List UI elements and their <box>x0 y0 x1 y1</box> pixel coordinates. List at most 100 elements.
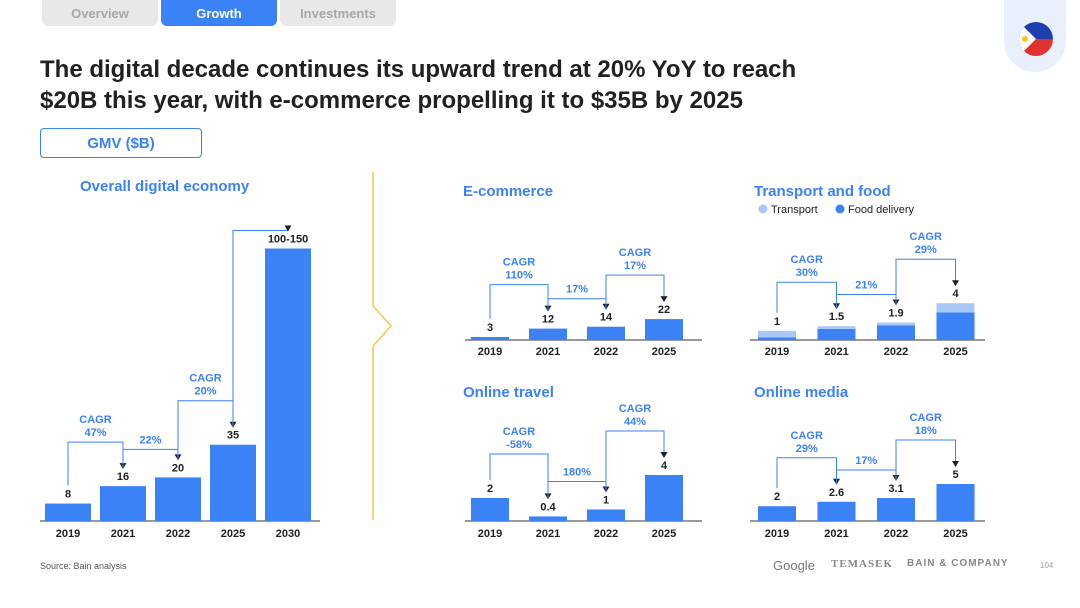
tick-label: 2025 <box>943 346 967 358</box>
tick-label: 2019 <box>478 528 502 540</box>
tab-investments[interactable]: Investments <box>280 0 396 26</box>
bar <box>645 475 683 521</box>
cagr-label: CAGR <box>189 373 221 385</box>
arrow-head <box>952 280 959 287</box>
bar-segment <box>817 328 856 340</box>
bar-segment <box>936 312 975 340</box>
tab-growth[interactable]: Growth <box>161 0 277 26</box>
source-note: Source: Bain analysis <box>40 561 127 571</box>
bar <box>529 516 567 521</box>
tick-label: 2021 <box>536 346 560 358</box>
chart-title: E-commerce <box>463 183 553 200</box>
bar <box>100 486 146 521</box>
data-label: 20 <box>172 462 184 474</box>
title-line-2: $20B this year, with e-commerce propelli… <box>40 87 743 114</box>
tick-label: 2019 <box>765 528 789 540</box>
cagr-label: -58% <box>506 439 532 451</box>
growth-arrow <box>489 453 549 499</box>
cagr-label: CAGR <box>619 403 651 415</box>
data-label: 3 <box>487 322 493 334</box>
page-number: 104 <box>1040 561 1054 570</box>
tab-overview[interactable]: Overview <box>42 0 158 26</box>
cagr-label: 20% <box>194 386 216 398</box>
cagr-label: CAGR <box>619 247 651 259</box>
arrow-head <box>660 452 668 458</box>
cagr-label: 18% <box>915 425 937 437</box>
tick-label: 2021 <box>824 346 848 358</box>
tick-label: 2022 <box>884 346 908 358</box>
bar <box>587 509 625 521</box>
cagr-label: 17% <box>566 284 588 296</box>
growth-arrow <box>836 469 897 484</box>
bar <box>471 498 509 521</box>
bar <box>758 506 796 521</box>
data-label: 2 <box>774 491 780 503</box>
bar-segment <box>877 322 915 326</box>
cagr-label: 180% <box>563 467 591 479</box>
tick-label: 2021 <box>824 528 848 540</box>
title-line-1: The digital decade continues its upward … <box>40 56 797 83</box>
arrow-head <box>284 225 292 232</box>
cagr-label: CAGR <box>910 412 942 424</box>
chart-title: Online media <box>754 384 849 401</box>
bar <box>877 498 915 521</box>
legend-label-transport: Transport <box>771 204 818 216</box>
bar-segment <box>877 325 915 340</box>
data-label: 14 <box>600 312 613 324</box>
growth-arrow <box>895 439 956 481</box>
bar <box>155 477 201 521</box>
chart-title: Transport and food <box>754 183 891 200</box>
bar <box>45 503 91 521</box>
growth-arrow <box>605 274 665 309</box>
bar <box>936 484 975 521</box>
growth-arrow <box>489 284 549 319</box>
data-label: 5 <box>952 469 958 481</box>
cagr-label: 17% <box>624 260 646 272</box>
legend-label-food-delivery: Food delivery <box>848 204 915 216</box>
page-title: The digital decade continues its upward … <box>40 54 900 116</box>
tick-label: 2019 <box>478 346 502 358</box>
bar <box>210 444 256 521</box>
data-label: 0.4 <box>540 501 556 513</box>
google-logo: Google <box>773 558 815 573</box>
data-label: 2.6 <box>829 487 844 499</box>
bar-segment <box>936 303 975 313</box>
data-label: 35 <box>227 430 239 442</box>
tick-label: 2030 <box>276 528 300 540</box>
tick-label: 2025 <box>221 528 245 540</box>
data-label: 1 <box>603 495 609 507</box>
arrow-head <box>660 296 668 303</box>
cagr-label: 29% <box>796 443 818 455</box>
bar <box>265 248 311 521</box>
tick-label: 2025 <box>943 528 967 540</box>
growth-arrow <box>605 430 665 492</box>
data-label: 1 <box>774 316 780 328</box>
data-label: 2 <box>487 483 493 495</box>
cagr-label: CAGR <box>503 257 535 269</box>
tick-label: 2025 <box>652 346 676 358</box>
growth-arrow <box>547 298 607 311</box>
growth-arrow <box>122 448 179 469</box>
gmv-unit-label: GMV ($B) <box>40 128 202 158</box>
growth-arrow <box>836 294 897 309</box>
section-divider <box>372 172 393 520</box>
growth-arrow <box>547 481 607 499</box>
cagr-label: CAGR <box>79 414 111 426</box>
cagr-label: 110% <box>505 270 533 282</box>
growth-arrow <box>232 230 288 427</box>
data-label: 12 <box>542 314 554 326</box>
chart-title: Overall digital economy <box>80 178 250 195</box>
growth-arrow <box>895 258 956 305</box>
data-label: 8 <box>65 489 71 501</box>
bar <box>471 337 509 340</box>
cagr-label: 17% <box>855 455 877 467</box>
tick-label: 2019 <box>56 528 80 540</box>
bain-logo: BAIN & COMPANY <box>907 558 1009 569</box>
growth-arrow <box>776 281 837 313</box>
growth-arrow <box>67 441 124 486</box>
arrow-head <box>952 461 959 467</box>
bar-segment <box>758 337 796 340</box>
cagr-label: 44% <box>624 416 646 428</box>
tick-label: 2022 <box>166 528 190 540</box>
